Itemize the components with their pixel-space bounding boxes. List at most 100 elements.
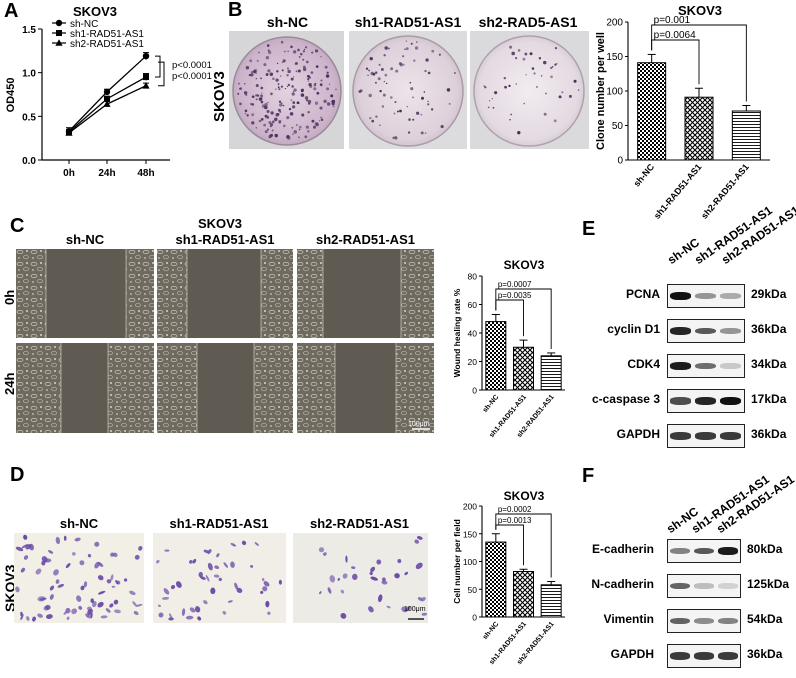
chart-b-title: SKOV3 bbox=[678, 3, 722, 18]
colony-dot bbox=[483, 85, 485, 87]
colony-dot bbox=[538, 57, 542, 60]
colony-dot bbox=[260, 118, 264, 121]
colony-dot bbox=[291, 92, 295, 96]
blot-e-band bbox=[670, 397, 691, 405]
migrated-cell bbox=[15, 546, 24, 552]
migrated-cell bbox=[135, 603, 143, 607]
colony-dot bbox=[289, 112, 294, 116]
chart-a-y-label: OD450 bbox=[5, 78, 17, 113]
chart-a-bracket bbox=[155, 55, 161, 78]
colony-dot bbox=[536, 85, 538, 88]
colony-dot bbox=[307, 110, 310, 114]
colony-dot bbox=[529, 52, 533, 56]
colony-dot bbox=[314, 101, 319, 105]
colony-dot bbox=[369, 116, 372, 120]
blot-e-protein-label: CDK4 bbox=[627, 357, 660, 371]
colony-dot bbox=[287, 50, 289, 53]
colony-plate-images bbox=[229, 31, 589, 149]
panel-letter-c: C bbox=[10, 215, 25, 237]
row-label-skov3: SKOV3 bbox=[211, 71, 228, 122]
colony-dot bbox=[260, 94, 263, 98]
colony-dot bbox=[540, 75, 543, 77]
colony-dot bbox=[258, 97, 263, 101]
colony-dot bbox=[279, 103, 283, 107]
panel-letter-f: F bbox=[582, 465, 595, 487]
blot-f-blot-strip bbox=[667, 539, 741, 563]
migrated-cell bbox=[79, 560, 85, 566]
blot-e-protein-label: c-caspase 3 bbox=[591, 392, 660, 406]
migrated-cell bbox=[262, 586, 268, 592]
migrated-cell bbox=[157, 604, 161, 607]
chart-a-y-tick-label: 0.5 bbox=[22, 112, 36, 123]
colony-dot bbox=[281, 69, 284, 72]
migrated-cell bbox=[110, 552, 115, 557]
chart-a-annotation: p<0.0001 bbox=[172, 71, 212, 82]
blot-f-molecular-weight-label: 80kDa bbox=[747, 542, 783, 556]
colony-dot bbox=[414, 46, 419, 50]
migrated-cell bbox=[168, 617, 174, 621]
colony-dot bbox=[487, 106, 490, 109]
chart-d-bar bbox=[513, 570, 534, 618]
migrated-cell bbox=[20, 611, 23, 617]
blot-e-blot-strip bbox=[667, 389, 745, 413]
colony-dot bbox=[383, 80, 386, 83]
chart-b-significance-bracket bbox=[651, 24, 747, 102]
colony-dot bbox=[446, 88, 451, 92]
migrated-cell bbox=[261, 577, 265, 582]
colony-dot bbox=[293, 88, 297, 92]
migrated-cell bbox=[15, 586, 20, 593]
panel-letter-d: D bbox=[10, 464, 25, 486]
colony-dot bbox=[438, 53, 441, 56]
colony-dot bbox=[371, 119, 375, 123]
chart-c-bar bbox=[485, 321, 507, 391]
colony-dot bbox=[264, 105, 268, 110]
migrated-cell bbox=[230, 561, 235, 568]
migrated-cell bbox=[265, 600, 270, 608]
chart-c-bar bbox=[513, 346, 534, 391]
colony-dot bbox=[554, 63, 557, 66]
colony-dot bbox=[286, 85, 289, 88]
colony-dot bbox=[517, 49, 521, 52]
blot-f-molecular-weight-label: 36kDa bbox=[747, 647, 783, 661]
migrated-cell bbox=[55, 536, 61, 545]
migrated-cell bbox=[23, 555, 29, 560]
chart-b-y-tick-label: 50 bbox=[612, 121, 624, 132]
migrated-cell bbox=[94, 561, 100, 569]
colony-dot bbox=[316, 91, 320, 95]
colony-dot bbox=[307, 80, 310, 82]
colony-dot bbox=[298, 128, 301, 131]
colony-dot bbox=[274, 133, 278, 138]
migrated-cell bbox=[168, 613, 173, 619]
colony-dot bbox=[308, 82, 312, 87]
colony-dot bbox=[237, 92, 240, 95]
colony-dot bbox=[302, 67, 307, 72]
migrated-cell bbox=[227, 600, 233, 603]
colony-dot bbox=[550, 75, 553, 79]
chart-d-y-tick-label: 150 bbox=[463, 529, 477, 539]
chart-a-annotation: p<0.0001 bbox=[172, 60, 212, 71]
blot-f-protein-label: N-cadherin bbox=[591, 577, 654, 591]
colony-dot bbox=[402, 63, 405, 66]
migrated-cell bbox=[267, 611, 271, 615]
colony-dot bbox=[413, 59, 416, 62]
migrated-cell bbox=[23, 534, 28, 540]
blot-e-band bbox=[670, 432, 691, 440]
migrated-cell bbox=[97, 590, 106, 595]
migrated-cell bbox=[414, 539, 420, 544]
colony-dot bbox=[291, 85, 294, 88]
blot-e-molecular-weight-label: 34kDa bbox=[751, 357, 787, 371]
chart-a-point bbox=[142, 52, 150, 60]
colony-dot bbox=[264, 114, 269, 119]
migrated-cell bbox=[263, 581, 270, 587]
row-label-24h: 24h bbox=[2, 372, 17, 395]
colony-dot bbox=[260, 77, 262, 80]
colony-dot bbox=[392, 136, 396, 140]
colony-dot bbox=[313, 87, 317, 91]
colony-dot bbox=[368, 69, 370, 72]
chart-c-y-label: Wound healing rate % bbox=[452, 288, 462, 377]
blot-e-blot-strip bbox=[667, 354, 745, 378]
migrated-cell bbox=[404, 571, 409, 576]
colony-dot bbox=[531, 67, 535, 70]
colony-dot bbox=[315, 123, 319, 127]
